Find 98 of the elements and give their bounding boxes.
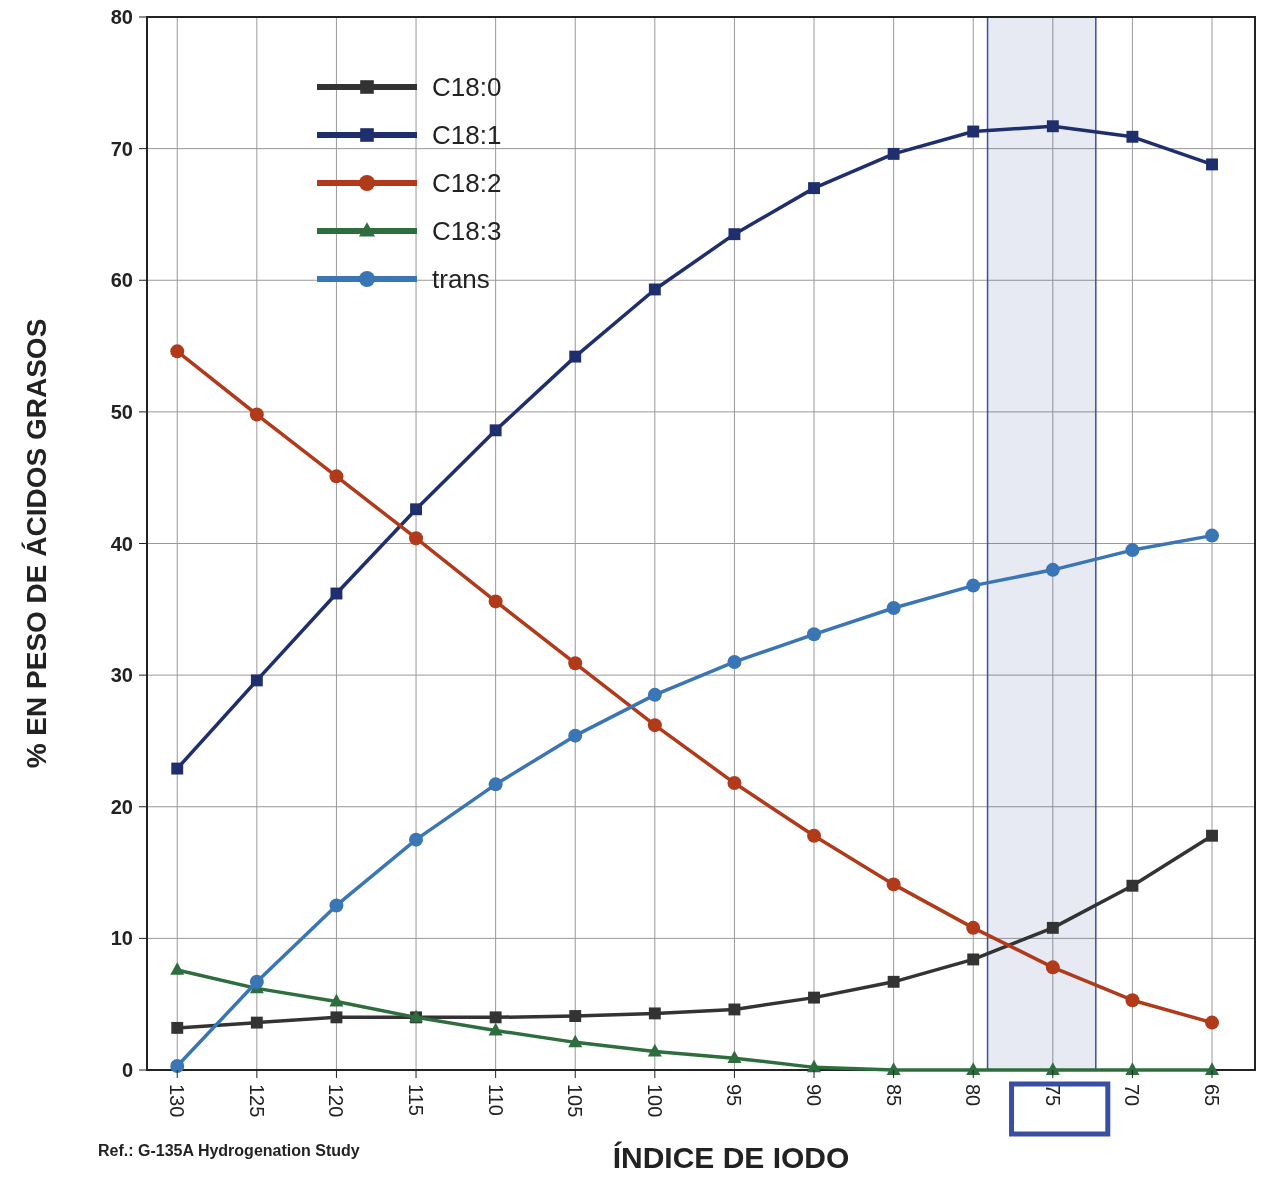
point [728, 228, 741, 241]
point [727, 1050, 742, 1064]
x-tick-label: 120 [325, 1084, 348, 1118]
legend-label: C18:2 [432, 168, 502, 198]
point [966, 920, 981, 935]
x-tick-label: 125 [245, 1084, 268, 1118]
point [409, 531, 424, 546]
point [728, 1003, 741, 1016]
point [250, 1016, 263, 1029]
y-tick-label: 60 [110, 269, 133, 292]
point [171, 762, 184, 775]
legend-label: C18:0 [432, 72, 502, 102]
legend-label: trans [432, 264, 490, 294]
point [330, 1011, 343, 1024]
point [488, 1022, 503, 1036]
point [886, 1062, 901, 1075]
point [967, 953, 980, 966]
point [1046, 120, 1059, 133]
y-tick-label: 70 [110, 137, 133, 160]
point [1125, 1062, 1140, 1075]
x-tick-label: 105 [564, 1084, 587, 1118]
point [329, 469, 344, 484]
point [807, 1059, 822, 1073]
point [727, 776, 742, 791]
point [489, 424, 502, 437]
point [647, 687, 662, 702]
point [1206, 158, 1218, 171]
point [1205, 1015, 1220, 1030]
y-tick-label: 30 [110, 664, 133, 687]
point [409, 832, 424, 847]
point [171, 1021, 184, 1034]
point [967, 125, 980, 138]
point [170, 1059, 185, 1074]
x-tick-label: 90 [803, 1084, 826, 1107]
x-tick-label: 80 [962, 1084, 985, 1107]
text: Ref.: G-135A Hydrogenation Study [98, 1142, 360, 1159]
point [250, 674, 263, 687]
point [1125, 993, 1140, 1008]
y-tick-label: 20 [110, 795, 133, 818]
point [330, 587, 343, 600]
point [329, 993, 344, 1007]
point [329, 898, 344, 913]
x-axis-title: ÍNDICE DE IODO [612, 1141, 850, 1174]
point [887, 147, 900, 160]
point [808, 182, 820, 195]
x-tick-label: 115 [405, 1084, 428, 1116]
point [1205, 528, 1220, 543]
x-tick-label: 110 [484, 1084, 507, 1116]
point [170, 962, 185, 975]
legend-label: C18:1 [432, 120, 502, 150]
point [648, 1007, 661, 1020]
point [1205, 1062, 1220, 1075]
point [1045, 562, 1060, 577]
x-tick-label: 75 [1041, 1084, 1064, 1107]
point [648, 283, 661, 296]
y-tick-label: 50 [110, 400, 133, 423]
point [569, 350, 582, 363]
point [569, 1010, 582, 1022]
x-tick-label: 130 [166, 1084, 189, 1118]
point [1126, 130, 1139, 143]
x-tick-label: 85 [882, 1084, 905, 1107]
point [170, 344, 185, 359]
point [647, 1043, 662, 1057]
point [488, 594, 503, 609]
y-tick-label: 0 [121, 1059, 133, 1081]
point [1206, 829, 1218, 842]
point [966, 1062, 981, 1075]
legend-label: C18:3 [432, 216, 502, 246]
point [489, 1011, 502, 1024]
point [887, 975, 900, 988]
point [1125, 543, 1140, 558]
point [568, 728, 583, 743]
x-tick-label: 95 [723, 1084, 746, 1107]
point [886, 877, 901, 892]
x-tick-label: 65 [1201, 1084, 1224, 1107]
point [808, 991, 820, 1004]
x-tick-label: 70 [1121, 1084, 1144, 1107]
point [568, 656, 583, 671]
point [807, 627, 822, 642]
point [1045, 1062, 1060, 1075]
point [249, 407, 264, 422]
point [647, 718, 662, 733]
y-tick-label: 80 [110, 6, 133, 28]
point [249, 974, 264, 989]
point [568, 1034, 583, 1048]
y-axis-title: % EN PESO DE ÁCIDOS GRASOS [21, 318, 52, 769]
y-tick-label: 40 [110, 532, 133, 555]
point [410, 503, 422, 516]
point [727, 654, 742, 669]
point [966, 578, 981, 593]
point [886, 601, 901, 615]
point [1126, 879, 1139, 892]
x-tick-label: 100 [643, 1084, 666, 1118]
point [1046, 921, 1059, 934]
y-tick-label: 10 [110, 927, 133, 950]
point [807, 828, 822, 843]
point [1045, 960, 1060, 975]
point [488, 777, 503, 792]
